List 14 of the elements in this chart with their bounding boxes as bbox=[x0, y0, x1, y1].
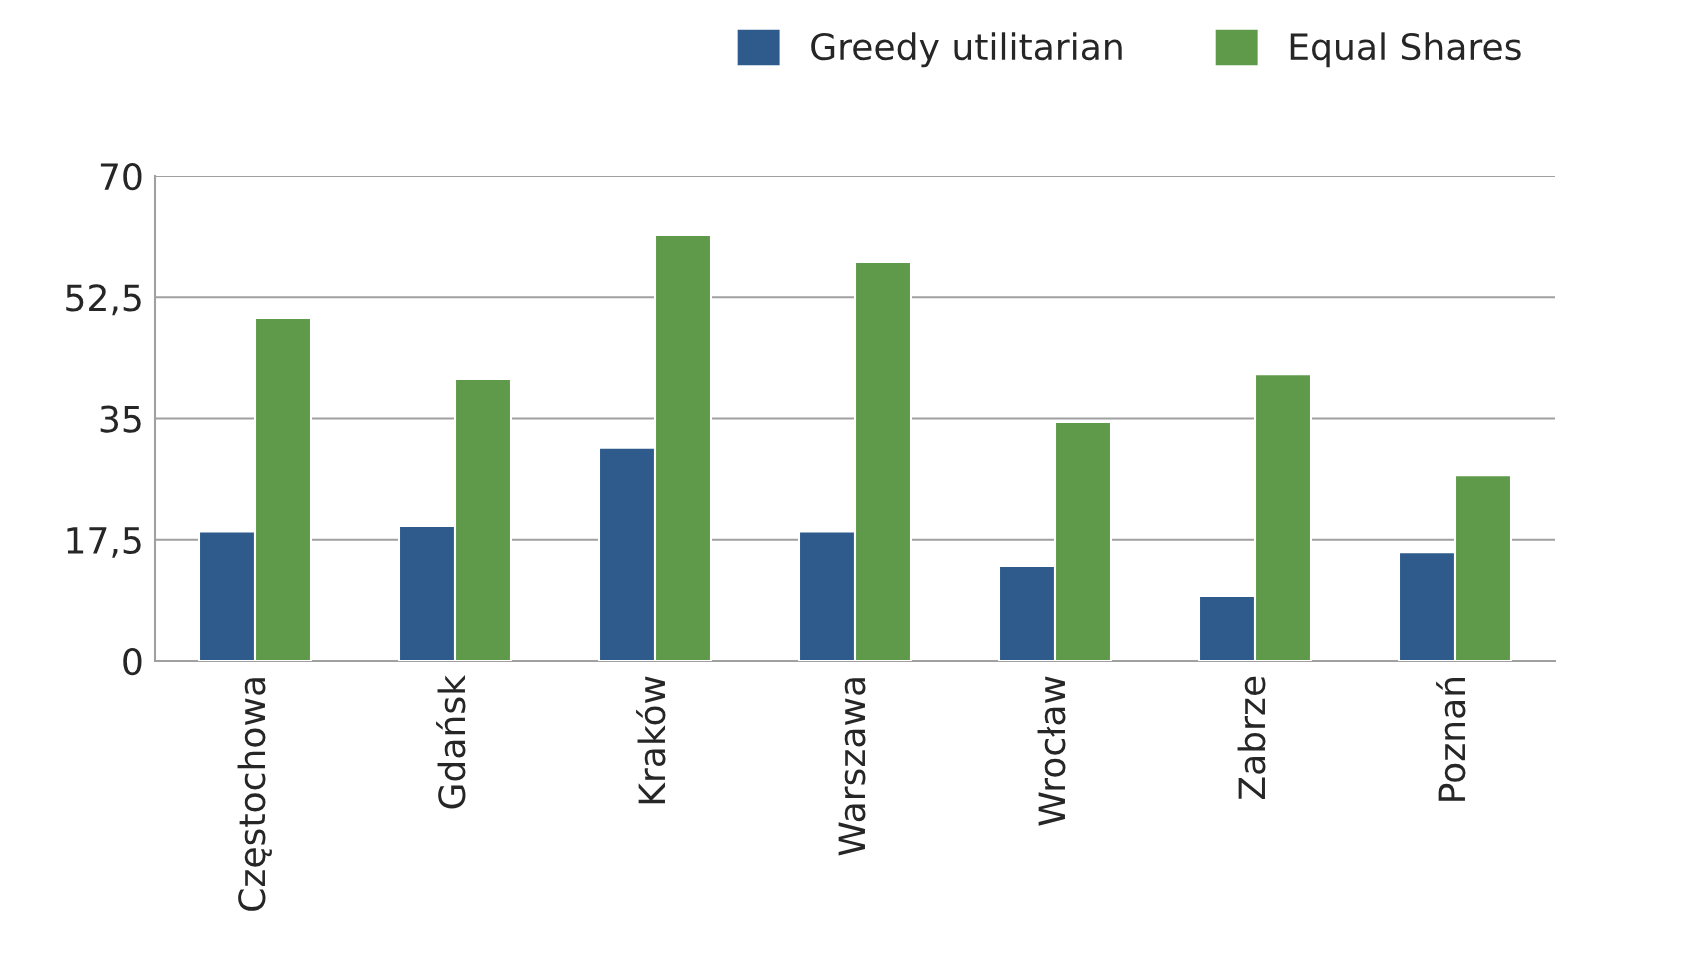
y-tick-label: 52,5 bbox=[66, 284, 141, 316]
legend-label: Equal Shares bbox=[1290, 32, 1521, 68]
x-tick-label: Zabrze bbox=[1237, 676, 1266, 800]
x-tick-label: Poznań bbox=[1436, 677, 1466, 801]
x-tick-label: Wrocław bbox=[1037, 676, 1066, 826]
x-tick-label: Kraków bbox=[636, 676, 666, 804]
y-tick-label: 35 bbox=[100, 405, 141, 433]
x-tick-label: Częstochowa bbox=[237, 678, 272, 911]
y-tick-label: 70 bbox=[100, 162, 142, 191]
x-tick-label: Warszawa bbox=[838, 678, 866, 856]
y-tick-label: 17,5 bbox=[67, 527, 141, 558]
x-tick-label: Gdańsk bbox=[436, 674, 466, 809]
legend-label: Greedy utilitarian bbox=[811, 32, 1122, 68]
y-tick-label: 0 bbox=[123, 647, 142, 676]
